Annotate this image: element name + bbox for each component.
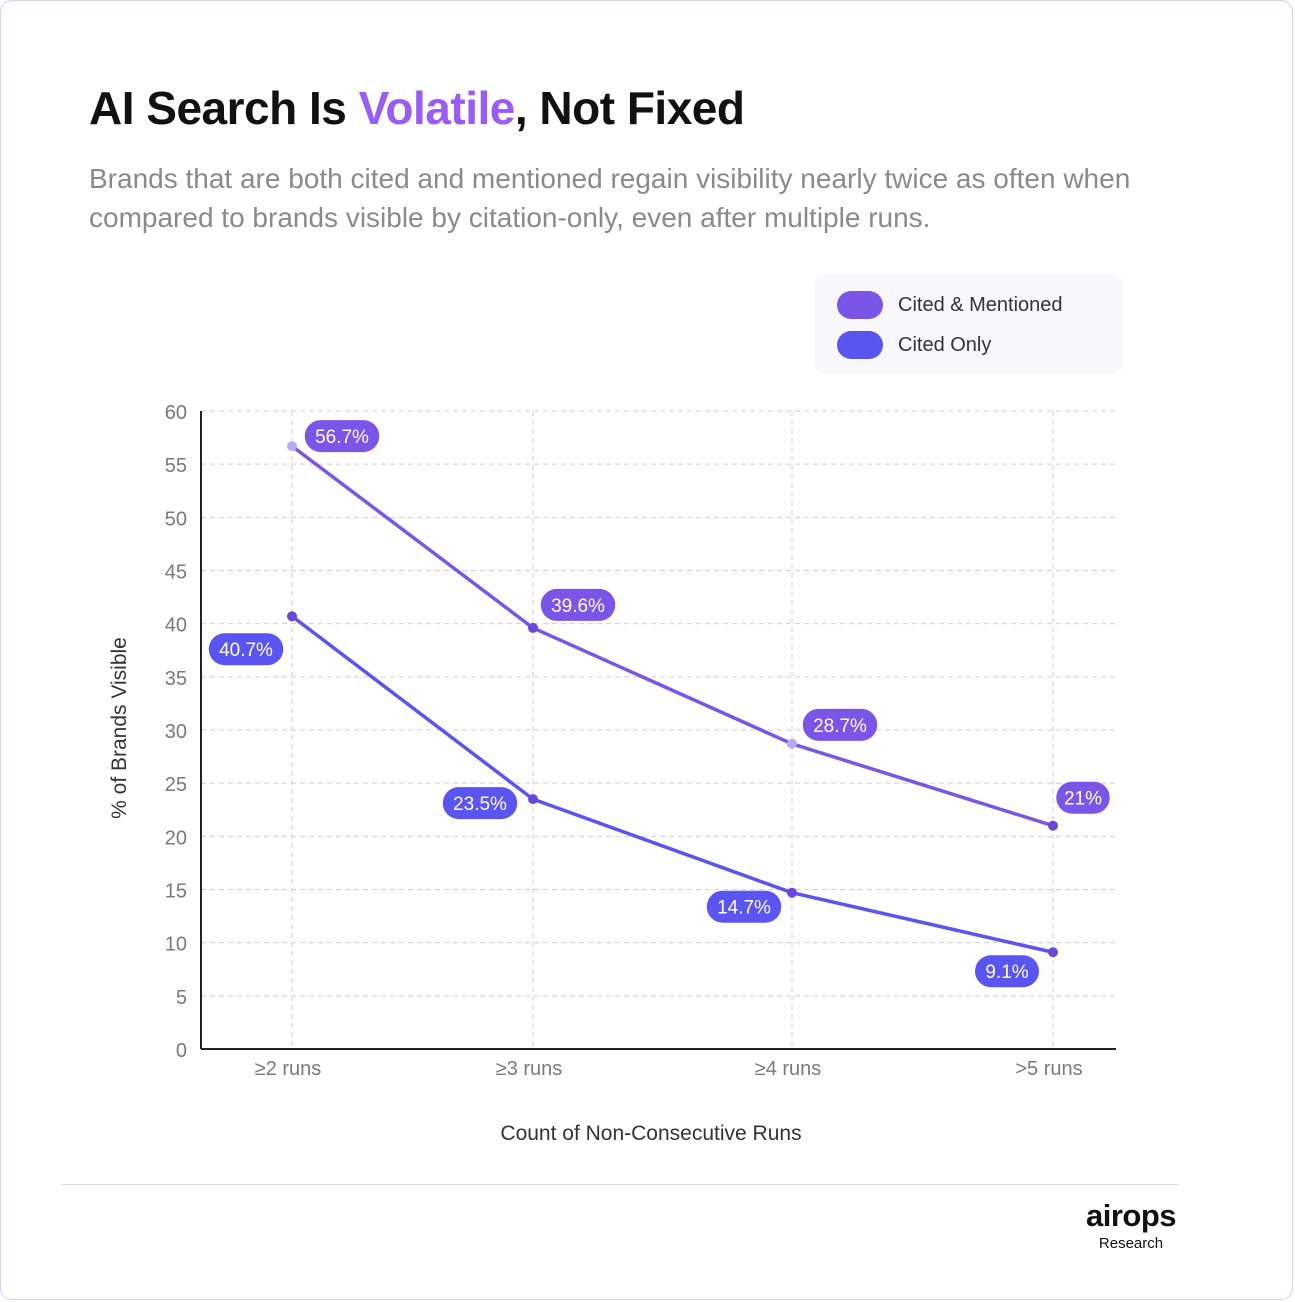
data-point	[528, 794, 538, 805]
y-axis-title: % of Brands Visible	[108, 637, 131, 819]
data-label: 39.6%	[551, 596, 605, 617]
data-point	[528, 622, 538, 633]
y-tick-label: 10	[165, 934, 187, 956]
data-label-pill	[975, 955, 1039, 988]
legend-swatch-cited-mentioned	[837, 291, 883, 319]
x-axis-title: Count of Non-Consecutive Runs	[500, 1122, 801, 1145]
title-prefix: AI Search Is	[89, 82, 359, 134]
x-tick-label: ≥3 runs	[496, 1058, 563, 1080]
data-label-pill	[304, 420, 380, 453]
data-label-pill	[802, 708, 878, 741]
data-label-pill	[442, 787, 518, 820]
data-label-pill	[1056, 781, 1110, 814]
data-point	[787, 887, 797, 898]
footer-divider	[61, 1184, 1179, 1185]
legend-swatch-cited-only	[837, 331, 883, 359]
legend-label-cited-mentioned: Cited & Mentioned	[898, 293, 1063, 316]
y-tick-label: 15	[165, 881, 187, 903]
x-tick-label: ≥2 runs	[255, 1058, 322, 1080]
y-tick-label: 60	[165, 402, 187, 424]
line-chart: 0 5 10 15 20 25 30 35 40 45 50 55 60 ≥2 runs ≥3 runs ≥4…	[108, 402, 1116, 1145]
y-tick-label: 55	[165, 455, 187, 477]
data-point	[287, 441, 297, 452]
series-line-0	[290, 444, 1054, 828]
y-tick-label: 5	[176, 987, 187, 1009]
x-tick-label: ≥4 runs	[755, 1058, 822, 1080]
y-tick-label: 0	[176, 1040, 187, 1062]
legend-item-cited-mentioned: Cited & Mentioned	[837, 290, 1063, 320]
data-label: 9.1%	[985, 962, 1028, 983]
data-point	[287, 611, 297, 622]
y-tick-label: 45	[165, 562, 187, 584]
y-tick-label: 25	[165, 774, 187, 796]
data-label: 14.7%	[717, 898, 771, 919]
y-tick-label: 20	[165, 827, 187, 849]
title-accent: Volatile	[358, 82, 516, 134]
x-tick-label: >5 runs	[1015, 1058, 1082, 1080]
data-label: 28.7%	[813, 716, 867, 737]
y-tick-label: 50	[165, 508, 187, 530]
data-label: 21%	[1064, 789, 1102, 810]
y-tick-label: 35	[165, 668, 187, 690]
series-line-1	[290, 614, 1054, 954]
title-suffix: , Not Fixed	[514, 82, 745, 134]
chart-title: AI Search Is Volatile, Not Fixed	[89, 81, 745, 135]
brand-subtitle: Research	[1098, 1235, 1164, 1252]
data-label: 23.5%	[453, 794, 507, 815]
data-label-pill	[208, 633, 284, 666]
data-label: 40.7%	[219, 640, 273, 661]
data-point	[787, 738, 797, 749]
legend-label-cited-only: Cited Only	[898, 333, 992, 356]
chart-subtitle: Brands that are both cited and mentioned…	[89, 163, 1131, 233]
brand-wordmark: airops	[1085, 1198, 1177, 1233]
brand-logo: airops Research	[1061, 1198, 1201, 1253]
data-label-pill	[706, 890, 782, 923]
data-point	[1048, 947, 1058, 958]
y-tick-label: 30	[165, 721, 187, 743]
data-label: 56.7%	[315, 427, 369, 448]
data-point	[1048, 820, 1058, 831]
legend-item-cited-only: Cited Only	[837, 330, 991, 360]
y-tick-label: 40	[165, 615, 187, 637]
legend: Cited & Mentioned Cited Only	[815, 274, 1123, 374]
data-label-pill	[540, 588, 616, 621]
